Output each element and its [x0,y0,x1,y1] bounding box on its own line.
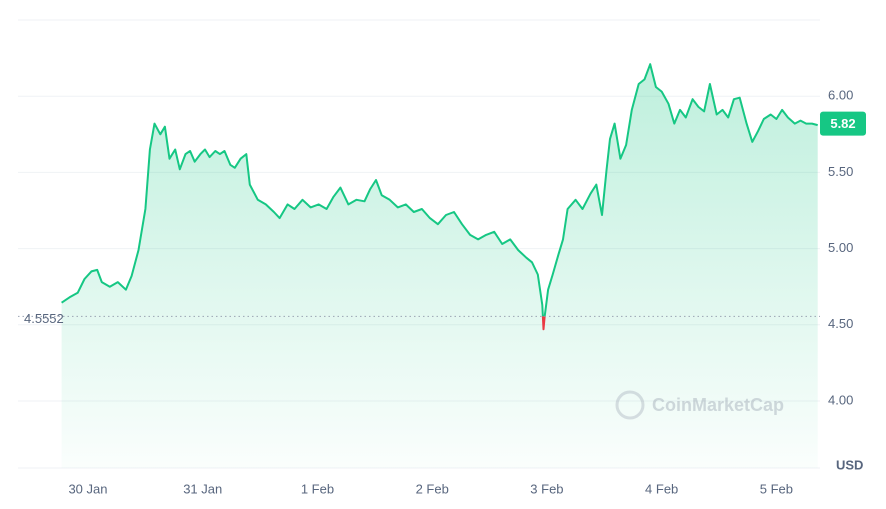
x-tick-label: 4 Feb [645,481,678,496]
price-tag-label: 5.82 [830,116,855,131]
y-tick-label: 5.50 [828,164,853,179]
currency-label: USD [836,457,863,472]
watermark-group: CoinMarketCap [615,390,784,420]
area [61,64,818,468]
x-tick-label: 1 Feb [301,481,334,496]
x-tick-label: 5 Feb [760,481,793,496]
y-tick-label: 4.00 [828,392,853,407]
reference-label: 4.5552 [24,311,64,326]
watermark: CoinMarketCap [652,395,784,415]
x-tick-label: 31 Jan [183,481,222,496]
x-tick-label: 2 Feb [416,481,449,496]
y-tick-label: 4.50 [828,316,853,331]
watermark-logo [615,390,645,420]
x-tick-label: 3 Feb [530,481,563,496]
plot: 5.82 4.5552 [18,63,866,468]
x-tick-label: 30 Jan [68,481,107,496]
price-line [61,63,818,317]
y-tick-label: 6.00 [828,88,853,103]
y-tick-label: 5.00 [828,240,853,255]
price-tag [820,111,866,136]
